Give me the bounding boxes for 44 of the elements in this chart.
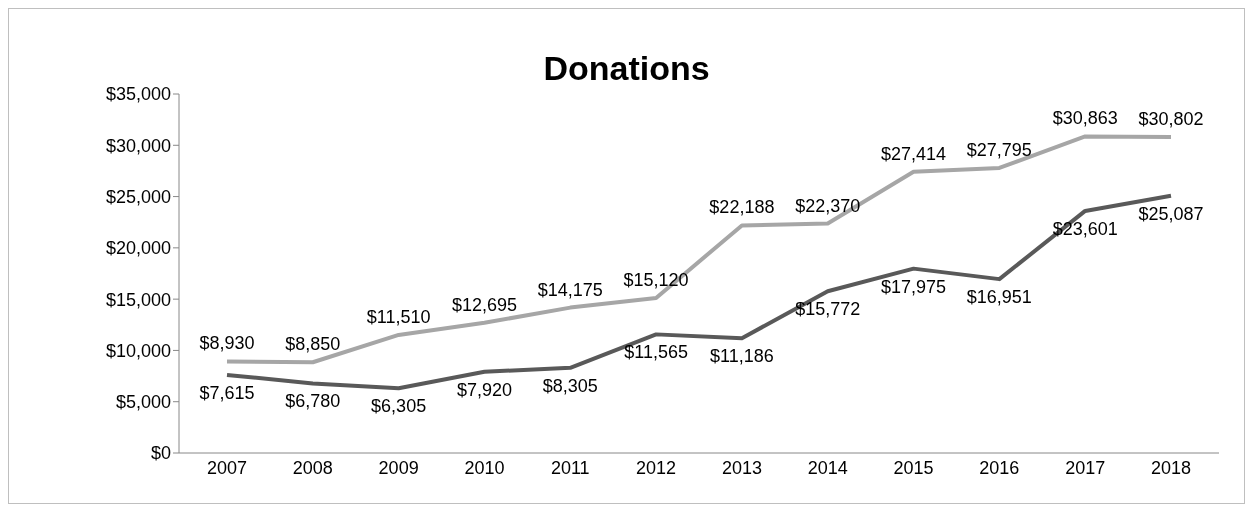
data-label: $27,414 <box>881 143 947 164</box>
data-label: $15,120 <box>623 269 689 290</box>
x-tick-label: 2011 <box>550 457 590 478</box>
data-label: $30,863 <box>1052 108 1118 129</box>
y-tick-label: $5,000 <box>115 392 171 413</box>
y-tick-label: $20,000 <box>105 238 171 259</box>
x-tick-label: 2017 <box>1065 457 1106 478</box>
data-label: $16,951 <box>966 287 1032 308</box>
x-tick-label: 2009 <box>378 457 419 478</box>
x-tick-label: 2010 <box>464 457 505 478</box>
data-label: $25,087 <box>1138 203 1204 224</box>
data-label: $22,188 <box>709 197 775 218</box>
data-label: $6,780 <box>285 391 341 412</box>
y-tick-label: $25,000 <box>105 186 171 207</box>
x-tick-label: 2013 <box>721 457 762 478</box>
y-tick-label: $30,000 <box>105 135 171 156</box>
data-label: $8,305 <box>542 375 598 396</box>
data-label: $22,370 <box>795 195 861 216</box>
data-label: $6,305 <box>371 396 427 417</box>
x-tick-label: 2014 <box>807 457 848 478</box>
x-tick-label: 2015 <box>893 457 934 478</box>
data-label: $11,510 <box>366 306 431 327</box>
data-label: $11,565 <box>624 342 688 363</box>
y-tick-label: $15,000 <box>105 289 171 310</box>
data-label: $27,795 <box>966 139 1032 160</box>
data-label: $7,615 <box>199 382 255 403</box>
data-label: $17,975 <box>881 276 947 297</box>
x-tick-label: 2018 <box>1150 457 1192 478</box>
y-tick-label: $0 <box>150 443 171 464</box>
data-label: $15,772 <box>795 299 861 320</box>
y-tick-label: $35,000 <box>105 84 171 105</box>
chart-title: Donations <box>543 49 710 87</box>
data-label: $30,802 <box>1138 109 1204 130</box>
data-label: $11,186 <box>710 346 774 367</box>
data-label: $8,930 <box>199 333 255 354</box>
data-label: $7,920 <box>456 379 512 400</box>
x-tick-label: 2016 <box>979 457 1020 478</box>
data-label: $8,850 <box>285 334 341 355</box>
x-tick-label: 2012 <box>636 457 677 478</box>
data-label: $14,175 <box>537 279 603 300</box>
y-tick-label: $10,000 <box>105 340 171 361</box>
x-tick-label: 2008 <box>292 457 333 478</box>
x-tick-label: 2007 <box>206 457 248 478</box>
data-label: $12,695 <box>451 294 517 315</box>
